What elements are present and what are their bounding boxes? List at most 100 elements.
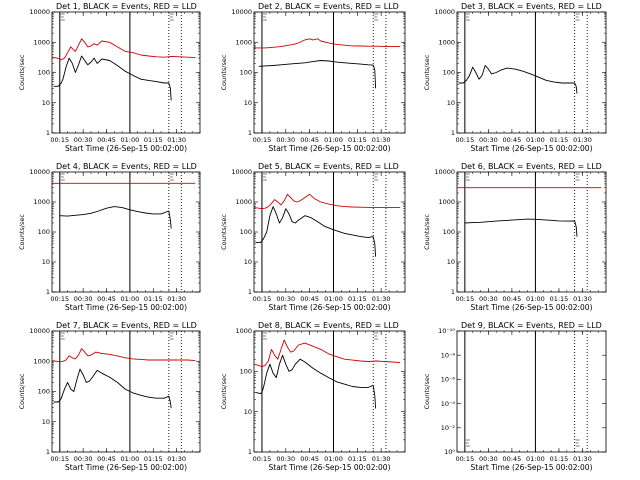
x-tick-label: 00:45 (503, 455, 522, 463)
series-line-lld (253, 339, 401, 368)
y-tick-label: 10⁰ (444, 448, 455, 456)
marker-flag (374, 173, 379, 181)
x-tick-label: 00:30 (479, 136, 498, 144)
y-tick-label: 10 (42, 418, 50, 426)
y-tick-label: 1000 (33, 38, 50, 46)
y-axis-label: Counts/sec (18, 54, 26, 90)
y-tick-label: 1000 (235, 327, 252, 335)
x-tick-label: 01:00 (324, 295, 343, 303)
panel-det-7: Det 7, BLACK = Events, RED = LLD 1 10 100 10… (18, 321, 201, 472)
x-tick-label: 01:00 (324, 136, 343, 144)
x-tick-label: 00:45 (503, 136, 522, 144)
x-tick-label: 01:30 (372, 455, 391, 463)
y-tick-label: 10⁻⁴ (441, 400, 456, 408)
x-tick-label: 00:15 (253, 136, 272, 144)
plot-frame (456, 330, 607, 453)
panel-title: Det 6, BLACK = Events, RED = LLD (461, 162, 602, 171)
x-tick-label: 00:15 (455, 136, 474, 144)
panel-det-9: Det 9, BLACK = Events, RED = LLD 10⁰ 10⁻² 1… (423, 321, 607, 472)
plot-frame (51, 11, 201, 134)
panel-det-2: Det 2, BLACK = Events, RED = LLD 1 10 100 10… (220, 2, 406, 153)
marker-flag (262, 173, 267, 181)
x-axis-label: Start Time (26-Sep-15 00:02:00) (269, 463, 391, 472)
y-tick-label: 1 (451, 288, 455, 296)
marker-flag (465, 13, 470, 21)
x-tick-label: 01:15 (144, 136, 163, 144)
series-line-lld (51, 348, 196, 363)
series-line-events (59, 206, 172, 229)
x-tick-label: 00:45 (300, 136, 319, 144)
x-tick-label: 00:45 (300, 295, 319, 303)
y-tick-label: 1 (46, 448, 50, 456)
y-tick-label: 1 (248, 448, 252, 456)
y-tick-label: 1 (46, 288, 50, 296)
y-tick-label: 1 (248, 288, 252, 296)
y-tick-label: 1 (46, 129, 50, 137)
x-tick-label: 01:15 (144, 455, 163, 463)
y-tick-label: 10 (244, 408, 252, 416)
x-tick-label: 00:30 (74, 295, 93, 303)
panel-det-1: Det 1, BLACK = Events, RED = LLD 1 10 100 10… (18, 2, 201, 153)
y-tick-label: 10000 (434, 8, 455, 16)
y-tick-label: 10000 (29, 8, 50, 16)
y-axis-label: Counts/sec (423, 54, 431, 90)
x-tick-label: 00:30 (74, 455, 93, 463)
plot-frame (51, 171, 201, 293)
x-tick-label: 01:15 (550, 136, 569, 144)
x-tick-label: 01:00 (526, 295, 545, 303)
y-tick-label: 10000 (231, 8, 252, 16)
marker-flag (575, 13, 580, 21)
plot-frame (253, 11, 406, 134)
y-axis-label: Counts/sec (18, 373, 26, 409)
x-tick-label: 01:15 (550, 455, 569, 463)
x-tick-label: 01:15 (348, 295, 367, 303)
x-tick-label: 00:30 (479, 455, 498, 463)
x-tick-label: 00:15 (253, 295, 272, 303)
x-axis-label: Start Time (26-Sep-15 00:02:00) (65, 463, 187, 472)
y-tick-label: 100 (240, 368, 252, 376)
panel-title: Det 9, BLACK = Events, RED = LLD (461, 321, 602, 330)
y-tick-label: 10⁻⁶ (441, 376, 456, 384)
panel-title: Det 7, BLACK = Events, RED = LLD (56, 321, 197, 330)
x-tick-label: 01:15 (550, 295, 569, 303)
marker-flag (374, 332, 379, 340)
panel-det-4: Det 4, BLACK = Events, RED = LLD 1 10 100 10… (18, 162, 201, 312)
x-axis-label: Start Time (26-Sep-15 00:02:00) (65, 144, 187, 153)
x-tick-label: 01:00 (526, 455, 545, 463)
y-tick-label: 10 (42, 258, 50, 266)
series-line-lld (253, 193, 401, 210)
marker-flag (465, 439, 470, 447)
x-tick-label: 01:30 (167, 295, 186, 303)
x-tick-label: 01:00 (121, 455, 140, 463)
y-tick-label: 10 (447, 258, 455, 266)
x-axis-label: Start Time (26-Sep-15 00:02:00) (471, 144, 593, 153)
x-tick-label: 00:15 (50, 455, 69, 463)
x-tick-label: 00:45 (503, 295, 522, 303)
series-line-events (255, 354, 377, 409)
marker-flag (262, 332, 267, 340)
y-axis-label: Counts/sec (423, 214, 431, 250)
y-tick-label: 100 (443, 69, 455, 77)
marker-flag (60, 332, 65, 340)
y-tick-label: 1000 (235, 38, 252, 46)
marker-flag (169, 13, 174, 21)
x-tick-label: 00:15 (50, 136, 69, 144)
x-tick-label: 00:45 (97, 136, 116, 144)
series-line-lld (51, 38, 196, 61)
series-line-events (464, 218, 578, 237)
x-tick-label: 00:45 (97, 295, 116, 303)
y-tick-label: 10000 (434, 168, 455, 176)
y-axis-label: Counts/sec (220, 373, 228, 409)
y-tick-label: 100 (240, 228, 252, 236)
panel-title: Det 1, BLACK = Events, RED = LLD (56, 2, 197, 11)
x-tick-label: 00:30 (276, 295, 295, 303)
y-axis-label: Counts/sec (423, 373, 431, 409)
y-tick-label: 1 (248, 129, 252, 137)
panel-det-6: Det 6, BLACK = Events, RED = LLD 1 10 100 10… (423, 162, 607, 312)
panel-title: Det 5, BLACK = Events, RED = LLD (258, 162, 399, 171)
x-tick-label: 01:30 (372, 295, 391, 303)
x-tick-label: 01:30 (573, 455, 592, 463)
y-tick-label: 10000 (231, 168, 252, 176)
x-tick-label: 01:00 (121, 136, 140, 144)
